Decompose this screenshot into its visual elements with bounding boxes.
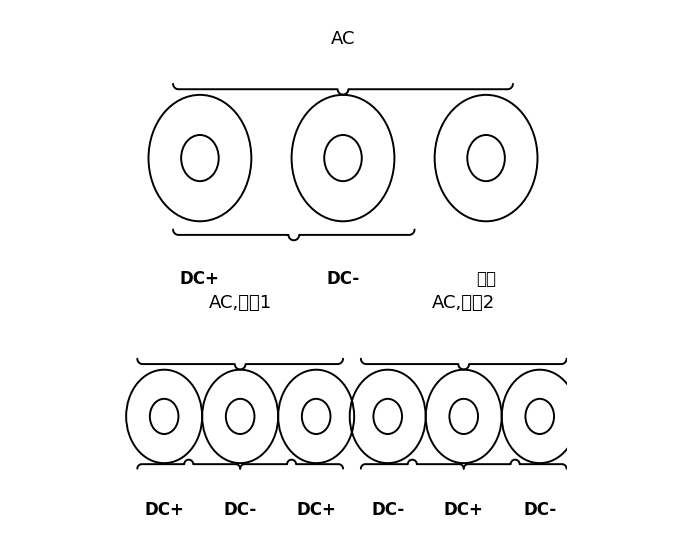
Text: AC: AC — [331, 30, 355, 48]
Text: DC+: DC+ — [144, 501, 184, 519]
Text: DC-: DC- — [224, 501, 257, 519]
Text: DC-: DC- — [371, 501, 404, 519]
Text: AC,回路1: AC,回路1 — [209, 294, 272, 312]
Text: 备用: 备用 — [476, 270, 496, 288]
Text: DC+: DC+ — [296, 501, 336, 519]
Text: AC,回路2: AC,回路2 — [432, 294, 495, 312]
Text: DC+: DC+ — [444, 501, 484, 519]
Text: DC-: DC- — [327, 270, 359, 288]
Text: DC-: DC- — [523, 501, 556, 519]
Text: DC+: DC+ — [180, 270, 220, 288]
